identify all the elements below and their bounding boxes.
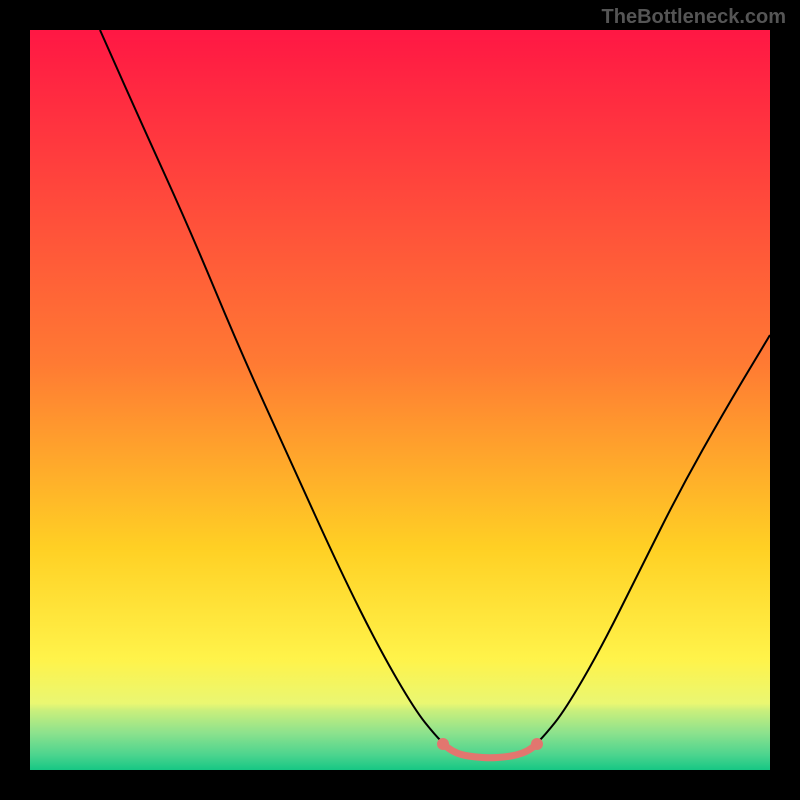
- highlight-valley-path: [443, 744, 537, 758]
- main-curve-path: [100, 30, 770, 758]
- watermark-text: TheBottleneck.com: [602, 6, 786, 29]
- highlight-endcap-left: [437, 738, 449, 750]
- curve-layer-svg: [30, 30, 770, 770]
- plot-background-gradient: [30, 30, 770, 770]
- highlight-endcap-right: [531, 738, 543, 750]
